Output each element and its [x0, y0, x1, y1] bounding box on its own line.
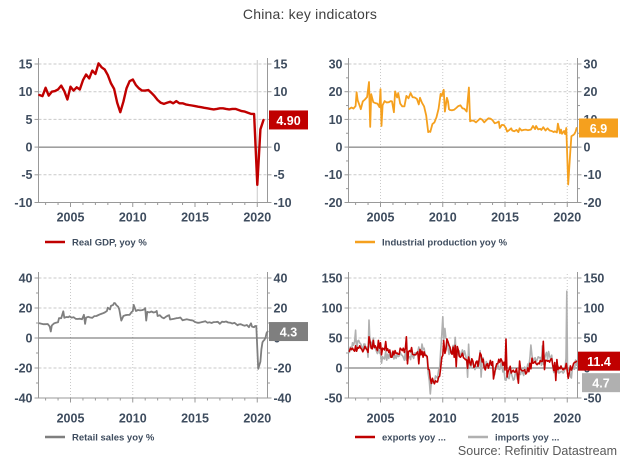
y-tick-label-left: 40 — [19, 271, 33, 285]
chart-real-gdp-svg: 151510105500-5-5-10-1020052010201520204.… — [14, 57, 308, 248]
y-tick-label-left: 5 — [26, 113, 33, 127]
y-tick-label-left: 50 — [329, 331, 343, 345]
y-tick-label-right: 15 — [274, 57, 288, 71]
chart-exports-imports: 150150100100505000-50-502005201020152020… — [310, 252, 620, 464]
chart-real-gdp: 151510105500-5-5-10-1020052010201520204.… — [0, 40, 310, 252]
y-tick-label-right: 30 — [584, 57, 598, 71]
y-tick-label-left: -10 — [14, 196, 32, 210]
y-tick-label-left: 0 — [336, 140, 343, 154]
x-tick-label: 2015 — [491, 411, 519, 425]
y-tick-label-left: -50 — [324, 391, 342, 405]
x-tick-label: 2010 — [429, 411, 457, 425]
y-tick-label-left: 20 — [19, 301, 33, 315]
page-title: China: key indicators — [242, 6, 378, 22]
y-tick-label-left: 15 — [19, 57, 33, 71]
value-badge — [582, 373, 620, 393]
y-tick-label-right: 50 — [584, 331, 598, 345]
y-tick-label-left: 10 — [19, 85, 33, 99]
y-tick-label-left: 0 — [26, 331, 33, 345]
y-tick-label-left: 30 — [329, 57, 343, 71]
y-tick-label-right: -40 — [274, 391, 292, 405]
x-tick-label: 2005 — [367, 411, 395, 425]
x-tick-label: 2010 — [119, 411, 147, 425]
value-badge — [269, 322, 308, 342]
x-tick-label: 2005 — [57, 411, 85, 425]
legend-label: Real GDP, yoy % — [72, 237, 147, 248]
chart-retail-sales: 4040202000-20-20-40-4020052010201520204.… — [0, 252, 310, 464]
value-badge — [579, 118, 618, 138]
y-tick-label-right: -20 — [584, 196, 602, 210]
value-badge-label: 4.90 — [276, 114, 300, 128]
y-tick-label-left: 100 — [322, 301, 343, 315]
chart-industrial-production: 30302020101000-10-10-20-2020052010201520… — [310, 40, 620, 252]
legend-label: exports yoy ... — [382, 432, 446, 443]
chart-exports-imports-svg: 150150100100505000-50-502005201020152020… — [322, 271, 620, 443]
y-tick-label-right: -5 — [274, 168, 285, 182]
value-badge-label: 4.7 — [592, 377, 609, 391]
y-tick-label-right: 40 — [274, 271, 288, 285]
y-tick-label-right: -20 — [274, 361, 292, 375]
legend-label: Retail sales yoy % — [72, 432, 155, 443]
x-tick-label: 2010 — [429, 210, 457, 224]
y-tick-label-right: 20 — [584, 85, 598, 99]
legend-label: imports yoy ... — [495, 432, 559, 443]
y-tick-label-right: 20 — [274, 301, 288, 315]
value-badge — [578, 351, 620, 371]
x-tick-label: 2015 — [491, 210, 519, 224]
y-tick-label-left: -40 — [14, 391, 32, 405]
x-tick-label: 2005 — [367, 210, 395, 224]
y-tick-label-left: -5 — [21, 168, 32, 182]
x-tick-label: 2010 — [119, 210, 147, 224]
y-tick-label-right: -10 — [274, 196, 292, 210]
legend-label: Industrial production yoy % — [382, 237, 508, 248]
y-tick-label-right: -50 — [584, 391, 602, 405]
y-tick-label-left: -20 — [324, 196, 342, 210]
series-line-0 — [38, 302, 269, 370]
y-tick-label-left: -10 — [324, 168, 342, 182]
series-line-0 — [348, 81, 578, 186]
value-badge-label: 11.4 — [587, 355, 611, 369]
y-tick-label-right: 0 — [584, 140, 591, 154]
value-badge-label: 6.9 — [590, 122, 607, 136]
y-tick-label-left: 0 — [336, 361, 343, 375]
chart-industrial-production-svg: 30302020101000-10-10-20-2020052010201520… — [324, 57, 618, 248]
y-tick-label-right: -10 — [584, 168, 602, 182]
y-tick-label-right: 100 — [584, 301, 605, 315]
y-tick-label-left: 150 — [322, 271, 343, 285]
y-tick-label-right: 150 — [584, 271, 605, 285]
x-tick-label: 2020 — [553, 411, 581, 425]
y-tick-label-left: 10 — [329, 113, 343, 127]
value-badge — [269, 110, 308, 130]
x-tick-label: 2020 — [243, 210, 271, 224]
y-tick-label-right: 0 — [274, 140, 281, 154]
x-tick-label: 2015 — [181, 411, 209, 425]
y-tick-label-right: 10 — [274, 85, 288, 99]
value-badge-label: 4.3 — [280, 325, 297, 339]
series-line-0 — [38, 62, 265, 187]
x-tick-label: 2005 — [57, 210, 85, 224]
x-tick-label: 2015 — [181, 210, 209, 224]
y-tick-label-left: -20 — [14, 361, 32, 375]
x-tick-label: 2020 — [553, 210, 581, 224]
x-tick-label: 2020 — [243, 411, 271, 425]
y-tick-label-left: 20 — [329, 85, 343, 99]
y-tick-label-left: 0 — [26, 140, 33, 154]
series-line-1 — [348, 336, 578, 385]
chart-retail-sales-svg: 4040202000-20-20-40-4020052010201520204.… — [14, 271, 308, 443]
